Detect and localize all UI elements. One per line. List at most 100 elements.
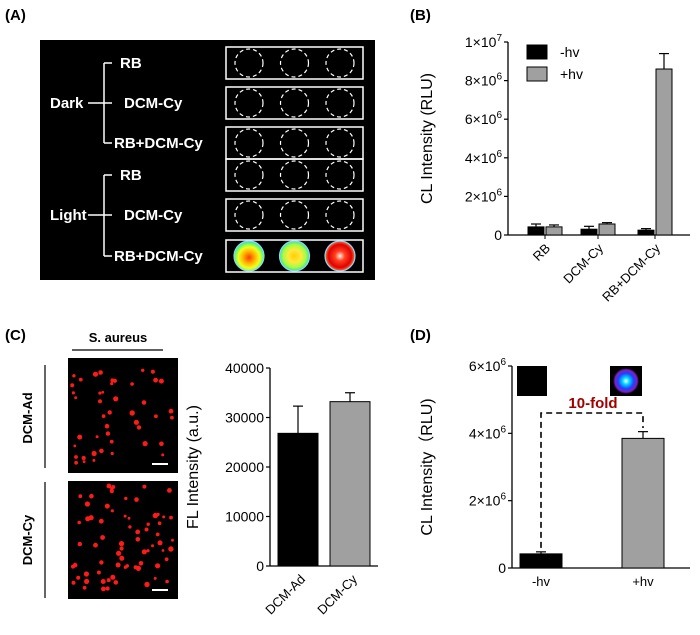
micrograph-row-label-1: DCM-Ad — [20, 392, 35, 443]
y-axis-title: CL Intensity（RLU) — [418, 398, 436, 535]
well-empty — [234, 48, 264, 78]
cell-dot — [128, 525, 132, 529]
x-tick-label: +hv — [632, 574, 654, 589]
cell-dot — [144, 581, 150, 588]
well-strip — [225, 239, 364, 273]
cell-dot — [169, 515, 173, 520]
cell-dot — [84, 578, 90, 585]
cell-dot — [168, 408, 174, 414]
cell-dot — [104, 423, 110, 429]
cell-dot — [71, 391, 75, 395]
cell-dot — [77, 541, 83, 547]
bar-+hv-RB — [545, 226, 563, 236]
cell-dot — [150, 369, 155, 374]
fold-annotation: 10-fold — [568, 395, 617, 412]
micrograph-dcm-cy-cells — [71, 483, 174, 592]
cell-dot — [155, 563, 161, 569]
cell-dot — [72, 374, 76, 378]
cell-dot — [98, 370, 103, 375]
cell-dot — [106, 578, 111, 583]
x-tick-label: RB — [530, 241, 553, 264]
cell-dot — [110, 451, 114, 456]
well-empty — [279, 88, 310, 118]
chart-b: 0 2×106 4×106 6×106 8×106 1×107 CL Intensity (… — [419, 33, 690, 304]
cell-dot — [84, 501, 90, 507]
cell-dot — [158, 378, 164, 384]
cell-dot — [83, 571, 89, 577]
fold-connector — [540, 412, 644, 548]
y-tick-label: 2×106 — [469, 492, 507, 509]
cell-dot — [157, 521, 162, 525]
cell-dot — [81, 455, 86, 461]
well-empty — [325, 48, 355, 78]
bar--hv-DCM-Cy — [580, 228, 598, 236]
cell-dot — [141, 549, 147, 555]
cell-dot — [129, 410, 135, 416]
cell-dot — [119, 546, 124, 551]
well-empty — [234, 200, 264, 230]
cell-dot — [91, 450, 97, 457]
y-tick-label: 6×106 — [469, 357, 507, 374]
chart-d: 0 2×106 4×106 6×106 CL Intensity（RLU) -hv +hv 1… — [418, 357, 690, 589]
cell-dot — [78, 377, 83, 382]
cell-dot — [116, 550, 122, 556]
cell-dot — [170, 415, 174, 420]
y-tick-label: 0 — [498, 560, 506, 576]
well-strip — [225, 86, 364, 120]
well-empty — [279, 200, 310, 230]
cell-dot — [98, 391, 102, 395]
cell-dot — [146, 549, 150, 553]
cell-dot — [141, 368, 145, 372]
cell-dot — [70, 383, 75, 388]
cell-dot — [95, 435, 99, 439]
cell-dot — [105, 586, 110, 591]
panel-a-background — [40, 40, 375, 280]
cell-dot — [74, 460, 78, 465]
cell-dot — [96, 570, 101, 575]
cell-dot — [164, 557, 169, 562]
cell-dot — [98, 518, 104, 524]
x-tick-label: DCM-Ad — [262, 572, 308, 618]
cell-dot — [78, 494, 83, 499]
well-empty — [234, 88, 264, 118]
cell-dot — [110, 509, 114, 513]
cell-dot — [110, 574, 116, 580]
cell-dot — [144, 527, 149, 532]
panel-c-label: (C) — [5, 327, 26, 344]
micrograph-header: S. aureus — [89, 330, 148, 345]
cell-dot — [89, 493, 94, 499]
cell-dot — [138, 561, 144, 566]
cell-dot — [159, 441, 164, 447]
y-tick-label: 6×106 — [465, 110, 503, 127]
cell-dot — [125, 564, 129, 568]
cell-dot — [165, 579, 169, 584]
row-label: RB+DCM-Cy — [114, 248, 203, 265]
cell-dot — [111, 485, 116, 489]
cell-dot — [106, 483, 112, 489]
y-tick-label: 4×106 — [465, 149, 503, 166]
cell-dot — [155, 532, 160, 537]
group-label-dark: Dark — [50, 95, 84, 112]
cell-dot — [141, 400, 147, 405]
legend-swatch — [526, 66, 548, 82]
cell-dot — [113, 396, 119, 402]
cell-dot — [100, 535, 105, 540]
cell-dot — [119, 555, 125, 561]
cell-dot — [85, 516, 91, 522]
y-tick-label: 40000 — [225, 360, 264, 376]
chart-c: 0 10000 20000 30000 40000 FL Intensity (a.u.)… — [185, 360, 378, 617]
well-empty — [325, 160, 355, 190]
cell-dot — [133, 419, 139, 425]
cell-dot — [142, 484, 147, 489]
cell-dot — [99, 560, 104, 565]
well-strip — [225, 46, 364, 80]
cell-dot — [109, 489, 114, 494]
micrograph-dcm-ad-cells — [70, 368, 174, 465]
cell-dot — [112, 378, 117, 383]
y-tick-label: 30000 — [225, 410, 264, 426]
cell-dot — [93, 542, 98, 548]
bar-+hv-RB+DCM-Cy — [655, 68, 673, 236]
legend-label: +hv — [560, 66, 583, 82]
legend-label: -hv — [560, 44, 579, 60]
cell-dot — [101, 586, 106, 592]
